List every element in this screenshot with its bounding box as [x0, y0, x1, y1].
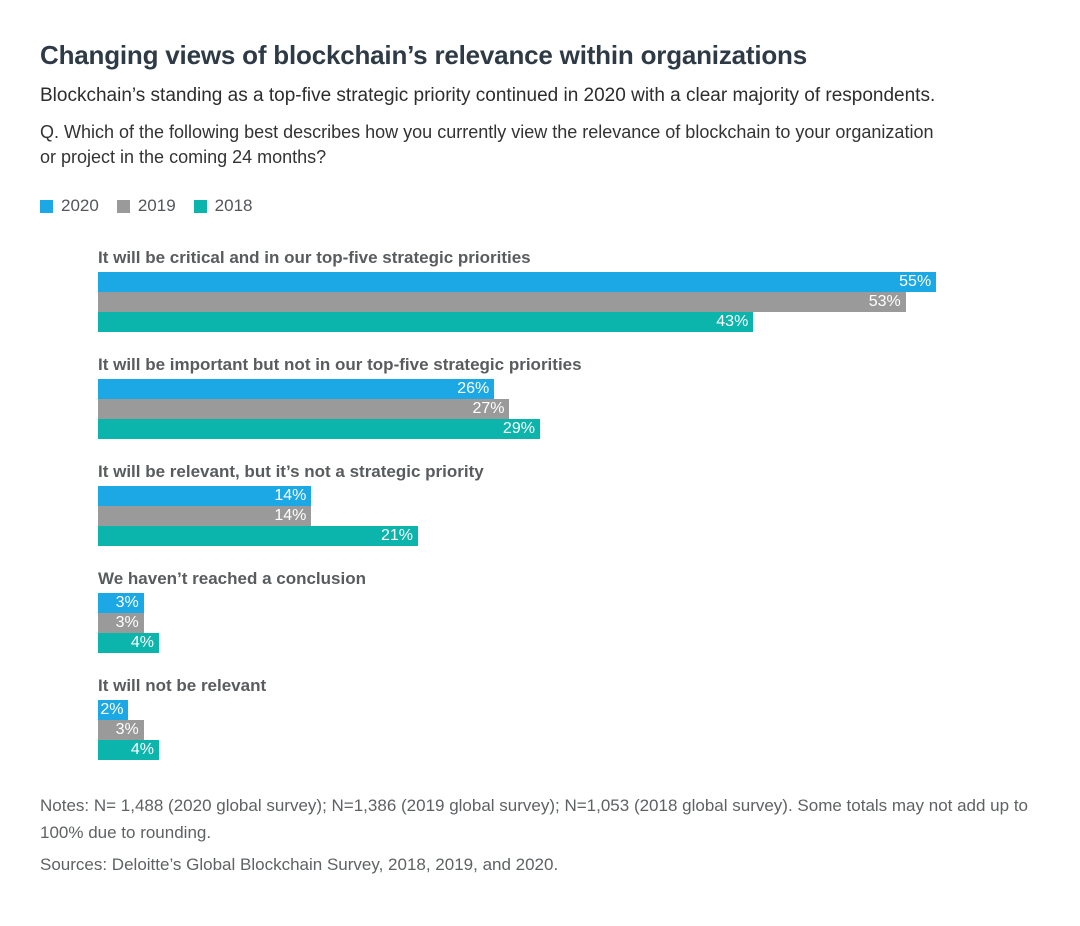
bar-value-label: 2%	[100, 701, 124, 718]
bar-value-label: 21%	[381, 527, 414, 544]
bar-2018: 21%	[98, 526, 419, 546]
bar-2019: 3%	[98, 720, 144, 740]
bar-2019: 53%	[98, 292, 906, 312]
bar-value-label: 4%	[130, 634, 154, 651]
bar-2018: 29%	[98, 419, 540, 439]
legend-item-2020: 2020	[40, 196, 99, 216]
bar-2020: 55%	[98, 272, 937, 292]
bar-value-label: 53%	[868, 293, 901, 310]
chart-legend: 2020 2019 2018	[40, 196, 1040, 216]
bar-value-label: 29%	[502, 420, 535, 437]
legend-label: 2019	[137, 196, 176, 215]
legend-item-2019: 2019	[116, 196, 176, 216]
legend-label: 2020	[61, 196, 99, 215]
bar-group: It will be important but not in our top-…	[98, 355, 1040, 439]
bar-2019: 14%	[98, 506, 312, 526]
bar-value-label: 14%	[274, 487, 307, 504]
bar-2020: 14%	[98, 486, 312, 506]
bar-value-label: 3%	[115, 594, 139, 611]
bar-value-label: 55%	[899, 273, 932, 290]
bar-value-label: 4%	[130, 741, 154, 758]
bar-group: It will be critical and in our top-five …	[98, 248, 1040, 332]
bar-2019: 3%	[98, 613, 144, 633]
chart-subtitle: Blockchain’s standing as a top-five stra…	[40, 85, 936, 106]
bar-group-title: We haven’t reached a conclusion	[98, 569, 366, 588]
legend-swatch-2020	[40, 199, 53, 213]
bar-value-label: 27%	[472, 400, 505, 417]
bar-2018: 43%	[98, 312, 754, 332]
bar-2019: 27%	[98, 399, 510, 419]
bar-2018: 4%	[98, 740, 159, 760]
bar-group: We haven’t reached a conclusion 3% 3% 4%	[98, 569, 1040, 653]
bar-group: It will be relevant, but it’s not a stra…	[98, 462, 1040, 546]
bar-group-title: It will not be relevant	[98, 676, 267, 695]
bar-group-title: It will be important but not in our top-…	[98, 355, 582, 374]
legend-item-2018: 2018	[193, 196, 253, 216]
bar-value-label: 3%	[115, 614, 139, 631]
legend-swatch-2019	[116, 199, 130, 213]
bar-group: It will not be relevant 2% 3% 4%	[98, 676, 1040, 760]
bar-2020: 3%	[98, 593, 144, 613]
bar-group-title: It will be critical and in our top-five …	[98, 248, 531, 267]
page-title: Changing views of blockchain’s relevance…	[40, 40, 808, 70]
bar-value-label: 14%	[274, 507, 307, 524]
survey-question: Q. Which of the following best describes…	[40, 122, 934, 167]
bar-value-label: 43%	[716, 313, 749, 330]
legend-swatch-2018	[193, 199, 207, 213]
bar-2018: 4%	[98, 633, 159, 653]
chart-sources: Sources: Deloitte’s Global Blockchain Su…	[40, 855, 559, 874]
bar-2020: 26%	[98, 379, 495, 399]
bar-group-title: It will be relevant, but it’s not a stra…	[98, 462, 484, 481]
bar-2020: 2%	[98, 700, 129, 720]
legend-label: 2018	[214, 196, 253, 215]
bar-value-label: 3%	[115, 721, 139, 738]
grouped-bar-chart: It will be critical and in our top-five …	[98, 248, 1040, 760]
chart-notes: Notes: N= 1,488 (2020 global survey); N=…	[40, 796, 1028, 842]
bar-value-label: 26%	[457, 380, 490, 397]
